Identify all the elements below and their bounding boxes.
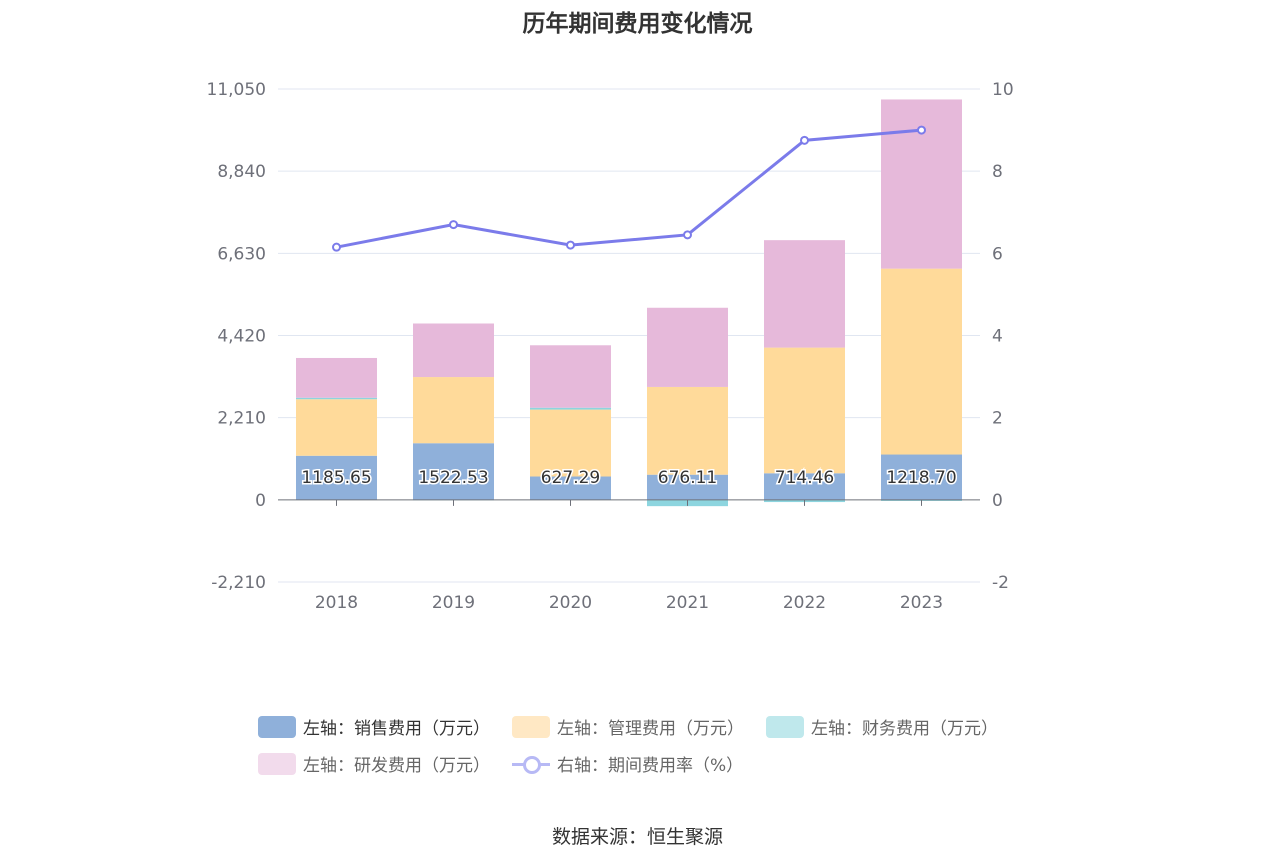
bar-segment [764, 347, 845, 474]
left-axis-tick-label: 6,630 [217, 244, 266, 264]
bar-segment [764, 240, 845, 348]
right-axis-tick-label: 8 [992, 162, 1003, 182]
legend-line-marker-icon [512, 753, 550, 775]
bar-segment [881, 99, 962, 269]
left-axis-tick-label: 8,840 [217, 162, 266, 182]
legend-swatch-finance [766, 715, 804, 738]
expense-rate-point [332, 242, 341, 252]
expense-rate-point [566, 240, 575, 250]
data-source: 数据来源：恒生聚源 [551, 826, 723, 848]
bar-segment [881, 454, 962, 500]
bar-segment [881, 268, 962, 455]
legend-label-sales: 左轴：销售费用（万元） [303, 719, 490, 739]
bar-data-label: 1218.70 [886, 468, 956, 488]
legend-item-rnd[interactable]: 左轴：研发费用（万元） [258, 751, 490, 776]
left-axis-tick-label: -2,210 [211, 573, 266, 593]
bar-segment [296, 455, 377, 500]
bar-segment [647, 474, 728, 500]
bar-data-label: 627.29 [541, 468, 600, 488]
right-axis-tick-label: 6 [992, 244, 1003, 264]
bar-data-label: 1522.53 [418, 468, 488, 488]
expense-rate-point [800, 135, 809, 145]
bar-segment [413, 443, 494, 500]
expense-rate-point [449, 220, 458, 230]
bar-segment [413, 377, 494, 444]
bar-segment [413, 323, 494, 378]
expense-rate-point [683, 230, 692, 240]
right-axis-tick-label: -2 [992, 573, 1009, 593]
right-axis-tick-label: 10 [992, 80, 1014, 100]
bar-segment [764, 473, 845, 500]
legend-swatch-admin [512, 715, 550, 738]
bar-data-label: 676.11 [658, 468, 717, 488]
legend-swatch-sales [258, 715, 296, 738]
bar-segment [296, 397, 377, 400]
left-axis-tick-label: 11,050 [207, 80, 266, 100]
bar-data-label: 714.46 [775, 468, 834, 488]
x-axis-tick-label: 2018 [315, 593, 358, 613]
left-axis-tick-label: 2,210 [217, 409, 266, 429]
bar-segment [647, 386, 728, 475]
x-axis-tick-label: 2020 [549, 593, 592, 613]
legend-swatch-rnd [258, 752, 296, 775]
legend-item-expense-rate[interactable]: 右轴：期间费用率（%） [512, 751, 743, 776]
bar-segment [296, 357, 377, 398]
right-axis-tick-label: 0 [992, 491, 1003, 511]
chart-title: 历年期间费用变化情况 [522, 11, 753, 37]
legend-item-sales[interactable]: 左轴：销售费用（万元） [258, 714, 490, 739]
x-axis-tick-label: 2022 [783, 593, 826, 613]
bar-segment [530, 407, 611, 410]
legend-label-admin: 左轴：管理费用（万元） [557, 719, 744, 739]
expense-rate-point [917, 125, 926, 135]
left-axis-tick-label: 0 [255, 491, 266, 511]
x-axis-tick-label: 2019 [432, 593, 475, 613]
x-axis-tick-label: 2021 [666, 593, 709, 613]
legend-item-admin[interactable]: 左轴：管理费用（万元） [512, 714, 744, 739]
legend: 左轴：销售费用（万元） 左轴：管理费用（万元） 左轴：财务费用（万元） 左轴：研… [258, 708, 1038, 782]
bar-data-label: 1185.65 [301, 468, 371, 488]
bar-segment [530, 476, 611, 500]
legend-item-finance[interactable]: 左轴：财务费用（万元） [766, 714, 998, 739]
legend-label-rnd: 左轴：研发费用（万元） [303, 756, 490, 776]
bar-segment [530, 345, 611, 408]
bar-segment [647, 307, 728, 387]
right-axis-tick-label: 4 [992, 327, 1003, 347]
right-axis-tick-label: 2 [992, 409, 1003, 429]
expense-rate-line [336, 128, 922, 249]
legend-label-finance: 左轴：财务费用（万元） [811, 719, 998, 739]
x-axis-tick-label: 2023 [900, 593, 943, 613]
legend-label-expense-rate: 右轴：期间费用率（%） [557, 756, 744, 776]
left-axis-tick-label: 4,420 [217, 327, 266, 347]
bar-segment [296, 399, 377, 456]
bar-segment [530, 409, 611, 477]
